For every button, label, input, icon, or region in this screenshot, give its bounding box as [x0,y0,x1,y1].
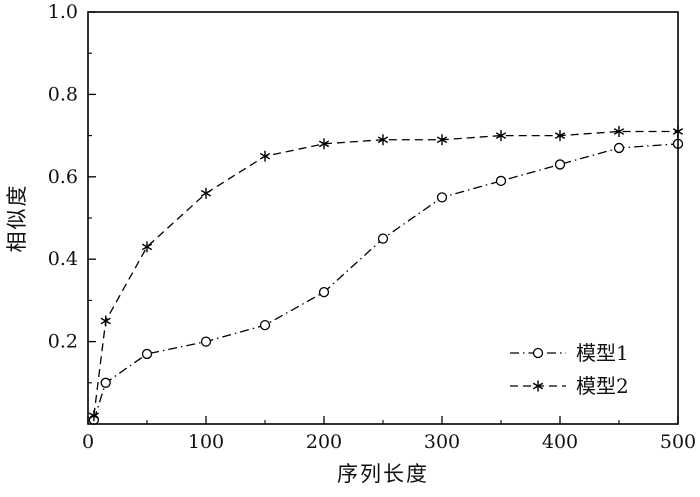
legend-label: 模型2 [576,374,629,398]
circle-marker [436,192,448,203]
y-tick-label: 0.4 [48,248,78,270]
x-axis-label: 序列长度 [337,462,429,486]
circle-marker [318,287,330,298]
plot-frame [87,11,679,425]
asterisk-marker [532,380,544,392]
x-tick-label: 400 [542,431,578,453]
circle-marker [377,233,389,244]
y-tick-label: 0.8 [48,83,78,105]
x-tick-label: 100 [188,431,224,453]
x-tick-label: 300 [424,431,460,453]
asterisk-marker [554,130,566,142]
asterisk-marker [377,134,389,146]
asterisk-marker [613,125,625,137]
circle-marker [613,142,625,154]
x-tick-label: 500 [660,431,696,453]
y-tick-label: 0.2 [48,331,78,353]
asterisk-marker [100,315,111,327]
y-tick-label: 1.0 [48,1,78,23]
y-axis-label: 相似度 [5,184,29,253]
asterisk-marker [318,138,330,150]
asterisk-marker [88,410,100,422]
series-line [93,143,679,421]
circle-marker [532,347,544,359]
asterisk-marker [436,134,448,146]
circle-marker [141,348,153,360]
y-tick-label: 0.6 [48,166,78,188]
legend-entry: 模型1 [510,341,629,365]
circle-marker [495,175,507,187]
circle-marker [200,336,212,347]
circle-marker [100,377,111,388]
series-line [93,130,678,416]
x-tick-label: 0 [82,431,94,453]
x-tick-label: 200 [306,431,342,453]
legend-label: 模型1 [576,341,629,365]
circle-marker [259,319,271,331]
asterisk-marker [495,130,507,142]
asterisk-marker [259,150,271,162]
asterisk-marker [141,241,153,253]
circle-marker [554,159,566,170]
asterisk-marker [200,187,212,199]
legend-entry: 模型2 [510,374,629,398]
series-模型2 [88,125,684,422]
